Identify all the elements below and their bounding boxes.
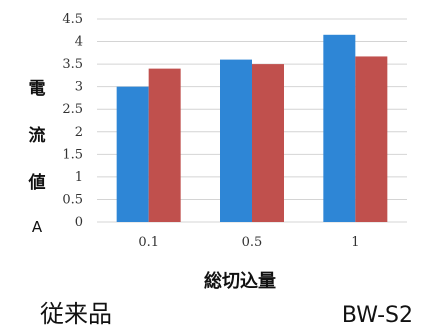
y-tick-label: 2 — [75, 125, 83, 140]
y-tick-label: 0.5 — [62, 192, 83, 207]
bar-series-2-0.1 — [148, 68, 181, 222]
y-tick-label: 3.5 — [62, 57, 83, 72]
bars — [116, 34, 388, 223]
y-tick-label: 3 — [75, 80, 83, 95]
y-axis-label-char-2: 流 — [29, 125, 46, 146]
y-axis-label: 電 流 値 A — [28, 79, 46, 236]
y-tick-label: 2.5 — [62, 102, 83, 117]
caption-right: BW-S2 — [342, 303, 413, 328]
caption-left: 従来品 — [40, 300, 112, 328]
x-axis-label: 総切込量 — [204, 270, 276, 292]
bar-series-1-0.5 — [220, 59, 252, 222]
y-axis-label-char-3: 値 — [28, 172, 46, 193]
y-axis-label-char-1: 電 — [29, 79, 46, 99]
bar-series-2-1 — [355, 56, 388, 222]
x-tick-label: 1 — [351, 235, 359, 250]
x-tick-labels: 0.1 0.5 1 — [138, 235, 359, 250]
y-tick-label: 1 — [75, 170, 83, 185]
x-tick-label: 0.5 — [242, 235, 263, 250]
y-tick-labels: 0 0.5 1 1.5 2 2.5 3 3.5 4 4.5 — [62, 12, 83, 230]
y-tick-label: 0 — [75, 215, 83, 230]
bar-series-1-0.1 — [116, 86, 149, 223]
y-tick-label: 4.5 — [62, 12, 83, 27]
y-axis-unit: A — [32, 218, 43, 236]
x-tick-label: 0.1 — [138, 235, 159, 250]
bar-series-2-0.5 — [252, 64, 284, 222]
y-tick-label: 1.5 — [62, 147, 83, 162]
y-tick-label: 4 — [75, 35, 83, 50]
bar-series-1-1 — [323, 34, 356, 223]
